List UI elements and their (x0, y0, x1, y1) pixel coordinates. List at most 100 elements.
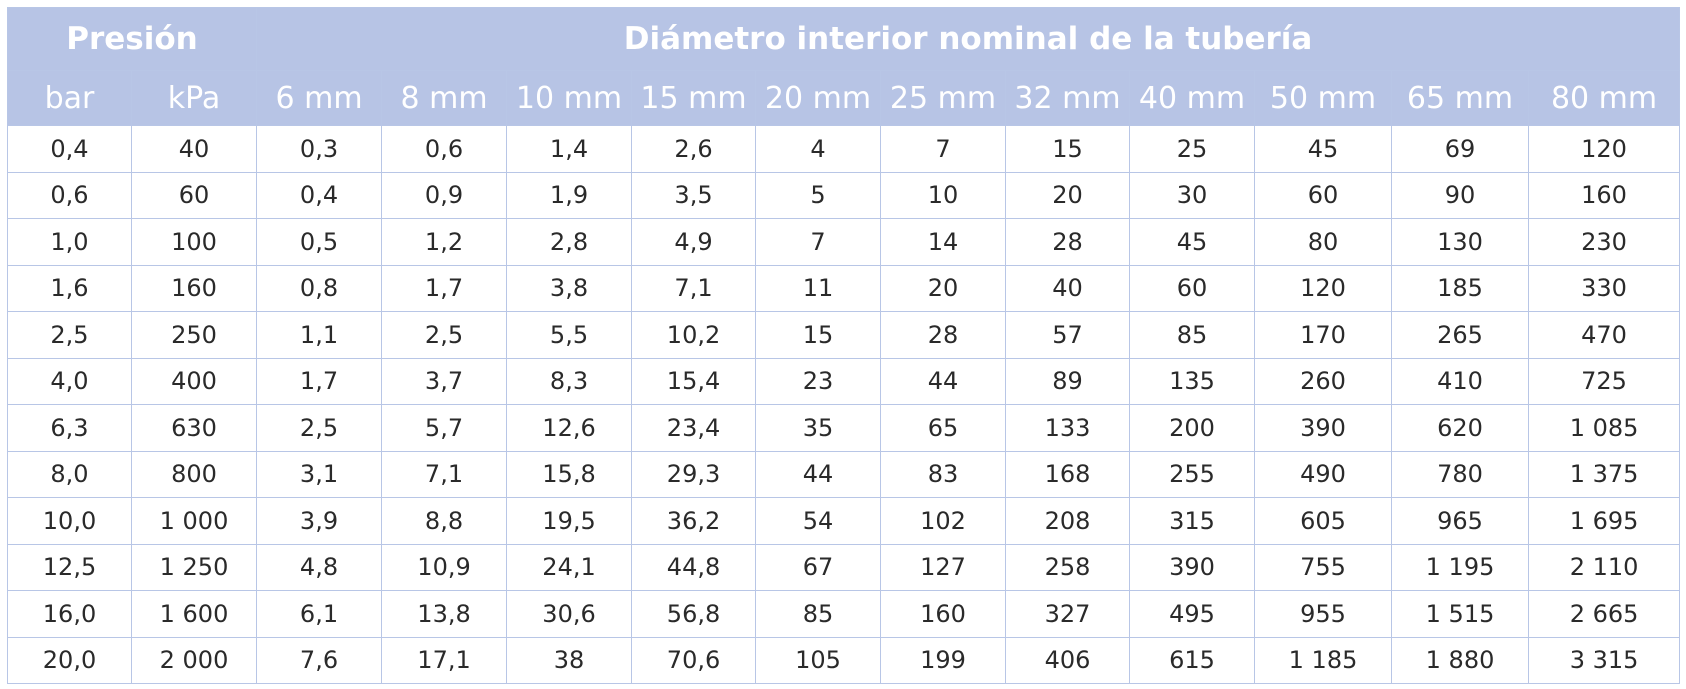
table-cell: 15 (1005, 125, 1131, 173)
table-cell: 7,1 (381, 450, 508, 498)
table-row: 8,0 800 3,1 7,1 15,8 29,3 44 83 168 255 490 780 1 37… (7, 450, 1681, 498)
table-cell: 1,9 (506, 171, 633, 219)
table-cell: 390 (1254, 404, 1393, 452)
table-cell: 200 (1129, 404, 1256, 452)
table-cell: 1,6 (7, 264, 132, 312)
table-cell: 120 (1528, 125, 1681, 173)
table-cell: 10,0 (7, 497, 132, 545)
table-cell: 20 (1005, 171, 1131, 219)
header-row: bar kPa 6 mm 8 mm 10 mm 15 mm 20 mm 25 mm 32 mm 4… (7, 70, 1681, 126)
table-cell: 0,5 (256, 218, 383, 266)
table-cell: 135 (1129, 357, 1256, 405)
column-header: 25 mm (880, 70, 1007, 126)
table-cell: 0,4 (7, 125, 132, 173)
table-cell: 23,4 (631, 404, 757, 452)
table-cell: 1 375 (1528, 450, 1681, 498)
table-cell: 11 (755, 264, 882, 312)
table-cell: 1 600 (130, 590, 258, 638)
table-cell: 20,0 (7, 636, 132, 684)
table-cell: 5,5 (506, 311, 633, 359)
table-cell: 3 315 (1528, 636, 1681, 684)
table-cell: 4 (755, 125, 882, 173)
table-cell: 60 (1129, 264, 1256, 312)
column-header: 20 mm (755, 70, 882, 126)
table-cell: 0,9 (381, 171, 508, 219)
table-cell: 133 (1005, 404, 1131, 452)
table-cell: 965 (1391, 497, 1530, 545)
table-row: 20,0 2 000 7,6 17,1 38 70,6 105 199 406 615 1 185 1… (7, 636, 1681, 684)
table-cell: 2 000 (130, 636, 258, 684)
table-cell: 1 195 (1391, 543, 1530, 591)
table-cell: 13,8 (381, 590, 508, 638)
pressure-table: Presión Diámetro interior nominal de la … (6, 7, 1681, 684)
table-cell: 1 880 (1391, 636, 1530, 684)
table-cell: 406 (1005, 636, 1131, 684)
table-cell: 755 (1254, 543, 1393, 591)
table-cell: 470 (1528, 311, 1681, 359)
table-cell: 2,8 (506, 218, 633, 266)
table-row: 1,6 160 0,8 1,7 3,8 7,1 11 20 40 60 120 185 330 (7, 264, 1681, 312)
table-cell: 208 (1005, 497, 1131, 545)
table-cell: 1,7 (381, 264, 508, 312)
column-header: 50 mm (1254, 70, 1393, 126)
table-cell: 0,6 (381, 125, 508, 173)
table-cell: 105 (755, 636, 882, 684)
table-cell: 17,1 (381, 636, 508, 684)
table-cell: 6,3 (7, 404, 132, 452)
table-cell: 120 (1254, 264, 1393, 312)
table-cell: 67 (755, 543, 882, 591)
table-cell: 89 (1005, 357, 1131, 405)
table-cell: 65 (880, 404, 1007, 452)
table-cell: 69 (1391, 125, 1530, 173)
table-cell: 955 (1254, 590, 1393, 638)
table-row: 10,0 1 000 3,9 8,8 19,5 36,2 54 102 208 315 605 965… (7, 497, 1681, 545)
table-cell: 14 (880, 218, 1007, 266)
table-cell: 490 (1254, 450, 1393, 498)
table-cell: 38 (506, 636, 633, 684)
table-cell: 1 085 (1528, 404, 1681, 452)
table-cell: 40 (130, 125, 258, 173)
table-cell: 130 (1391, 218, 1530, 266)
table-cell: 620 (1391, 404, 1530, 452)
table-cell: 1,7 (256, 357, 383, 405)
table-cell: 1,0 (7, 218, 132, 266)
table-cell: 44 (880, 357, 1007, 405)
table-row: 0,4 40 0,3 0,6 1,4 2,6 4 7 15 25 45 69 120 (7, 125, 1681, 173)
table-cell: 4,8 (256, 543, 383, 591)
table-cell: 2,6 (631, 125, 757, 173)
table-cell: 15 (755, 311, 882, 359)
column-header: kPa (130, 70, 258, 126)
table-cell: 1,4 (506, 125, 633, 173)
table-cell: 56,8 (631, 590, 757, 638)
table-cell: 6,1 (256, 590, 383, 638)
table-cell: 54 (755, 497, 882, 545)
header-row: Presión Diámetro interior nominal de la … (6, 7, 1681, 71)
table-cell: 199 (880, 636, 1007, 684)
group-title: Diámetro interior nominal de la tubería (256, 7, 1681, 71)
table-cell: 2,5 (381, 311, 508, 359)
table-cell: 4,0 (7, 357, 132, 405)
table-cell: 5,7 (381, 404, 508, 452)
table-cell: 4,9 (631, 218, 757, 266)
column-header: 80 mm (1528, 70, 1681, 126)
table-cell: 28 (1005, 218, 1131, 266)
table-cell: 0,8 (256, 264, 383, 312)
table-cell: 30 (1129, 171, 1256, 219)
table-cell: 7 (755, 218, 882, 266)
table-cell: 36,2 (631, 497, 757, 545)
column-header: 32 mm (1005, 70, 1131, 126)
table-cell: 25 (1129, 125, 1256, 173)
table-cell: 160 (880, 590, 1007, 638)
table-cell: 8,3 (506, 357, 633, 405)
table-cell: 12,6 (506, 404, 633, 452)
table-cell: 24,1 (506, 543, 633, 591)
table-cell: 57 (1005, 311, 1131, 359)
table-cell: 70,6 (631, 636, 757, 684)
table-cell: 255 (1129, 450, 1256, 498)
table-header: Presión Diámetro interior nominal de la … (6, 7, 1681, 126)
table-cell: 1,2 (381, 218, 508, 266)
table-cell: 410 (1391, 357, 1530, 405)
table-cell: 3,8 (506, 264, 633, 312)
table-body: 0,4 40 0,3 0,6 1,4 2,6 4 7 15 25 45 69 120 0,6 60 0,4 0,… (7, 125, 1681, 684)
table-cell: 100 (130, 218, 258, 266)
